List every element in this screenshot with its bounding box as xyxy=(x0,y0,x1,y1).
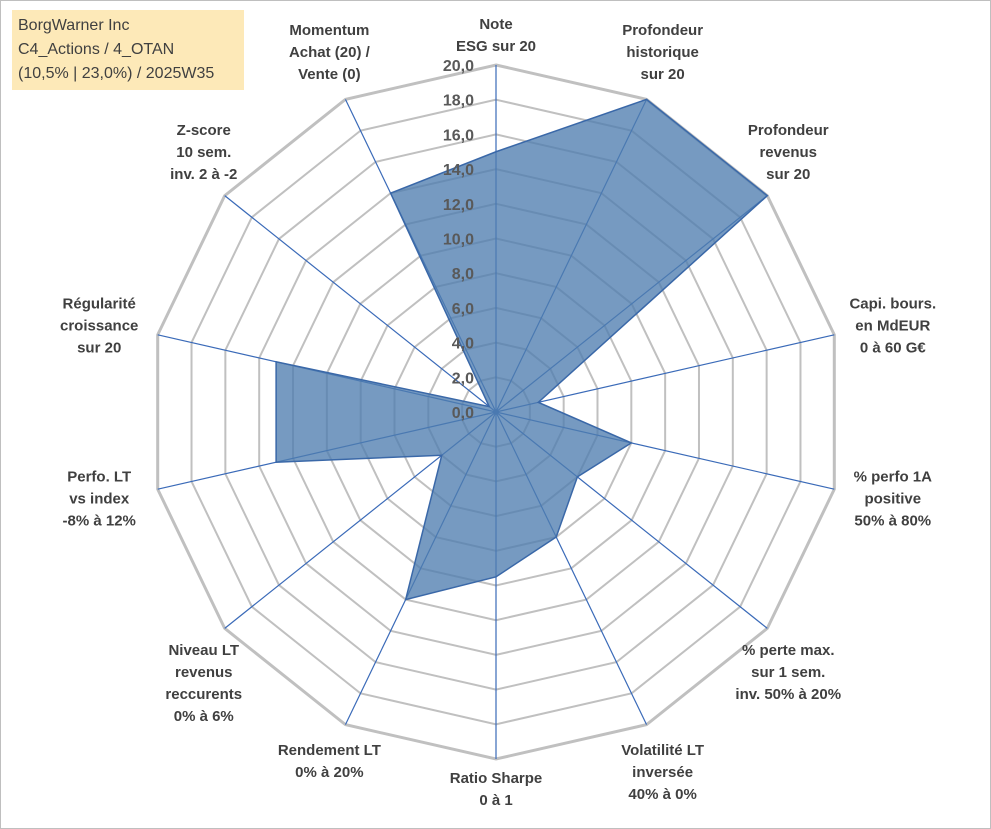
tick-label: 2,0 xyxy=(452,370,474,387)
axis-label: Régularité croissance sur 20 xyxy=(60,295,138,356)
radar-series xyxy=(275,98,769,601)
chart-title-box: BorgWarner Inc C4_Actions / 4_OTAN (10,5… xyxy=(12,10,244,90)
axis-spoke xyxy=(224,195,497,413)
tick-label: 18,0 xyxy=(443,93,474,110)
axis-label: Momentum Achat (20) / Vente (0) xyxy=(289,22,371,83)
axis-label: Rendement LT 0% à 20% xyxy=(278,742,381,781)
tick-label: 6,0 xyxy=(452,301,474,318)
axis-label: % perfo 1A positive 50% à 80% xyxy=(854,469,933,530)
radial-tick-labels: 0,0 2,0 4,0 6,0 8,0 10,0 12,0 14,0 16,0 18,0 20,0 xyxy=(443,58,474,422)
axis-label: Volatilité LT inversée 40% à 0% xyxy=(621,742,704,803)
tick-label: 0,0 xyxy=(452,405,474,422)
axis-label: Niveau LT revenus reccurents 0% à 6% xyxy=(165,642,242,725)
tick-label: 10,0 xyxy=(443,232,474,249)
series-area xyxy=(275,98,769,601)
tick-label: 12,0 xyxy=(443,197,474,214)
tick-label: 8,0 xyxy=(452,266,474,283)
axis-label: Profondeur historique sur 20 xyxy=(622,22,703,83)
axis-label: Ratio Sharpe 0 à 1 xyxy=(450,770,543,809)
tick-label: 4,0 xyxy=(452,336,474,353)
tick-label: 14,0 xyxy=(443,162,474,179)
axis-label: Capi. bours. en MdEUR 0 à 60 G€ xyxy=(849,295,936,356)
axis-spoke xyxy=(495,334,835,413)
axis-labels: Note ESG sur 20 Profondeur historique sur 20… xyxy=(60,16,936,809)
axis-label: Note ESG sur 20 xyxy=(456,16,536,55)
tick-label: 16,0 xyxy=(443,127,474,144)
title-line-category: C4_Actions / 4_OTAN xyxy=(18,41,175,58)
axis-label: Perfo. LT vs index -8% à 12% xyxy=(63,469,136,530)
title-line-period: (10,5% | 23,0%) / 2025W35 xyxy=(18,65,215,82)
axis-label: Profondeur revenus sur 20 xyxy=(748,122,829,183)
axis-label: % perte max. sur 1 sem. inv. 50% à 20% xyxy=(735,642,841,703)
title-line-company: BorgWarner Inc xyxy=(18,17,130,34)
tick-label: 20,0 xyxy=(443,58,474,75)
axis-label: Z-score 10 sem. inv. 2 à -2 xyxy=(170,122,237,183)
